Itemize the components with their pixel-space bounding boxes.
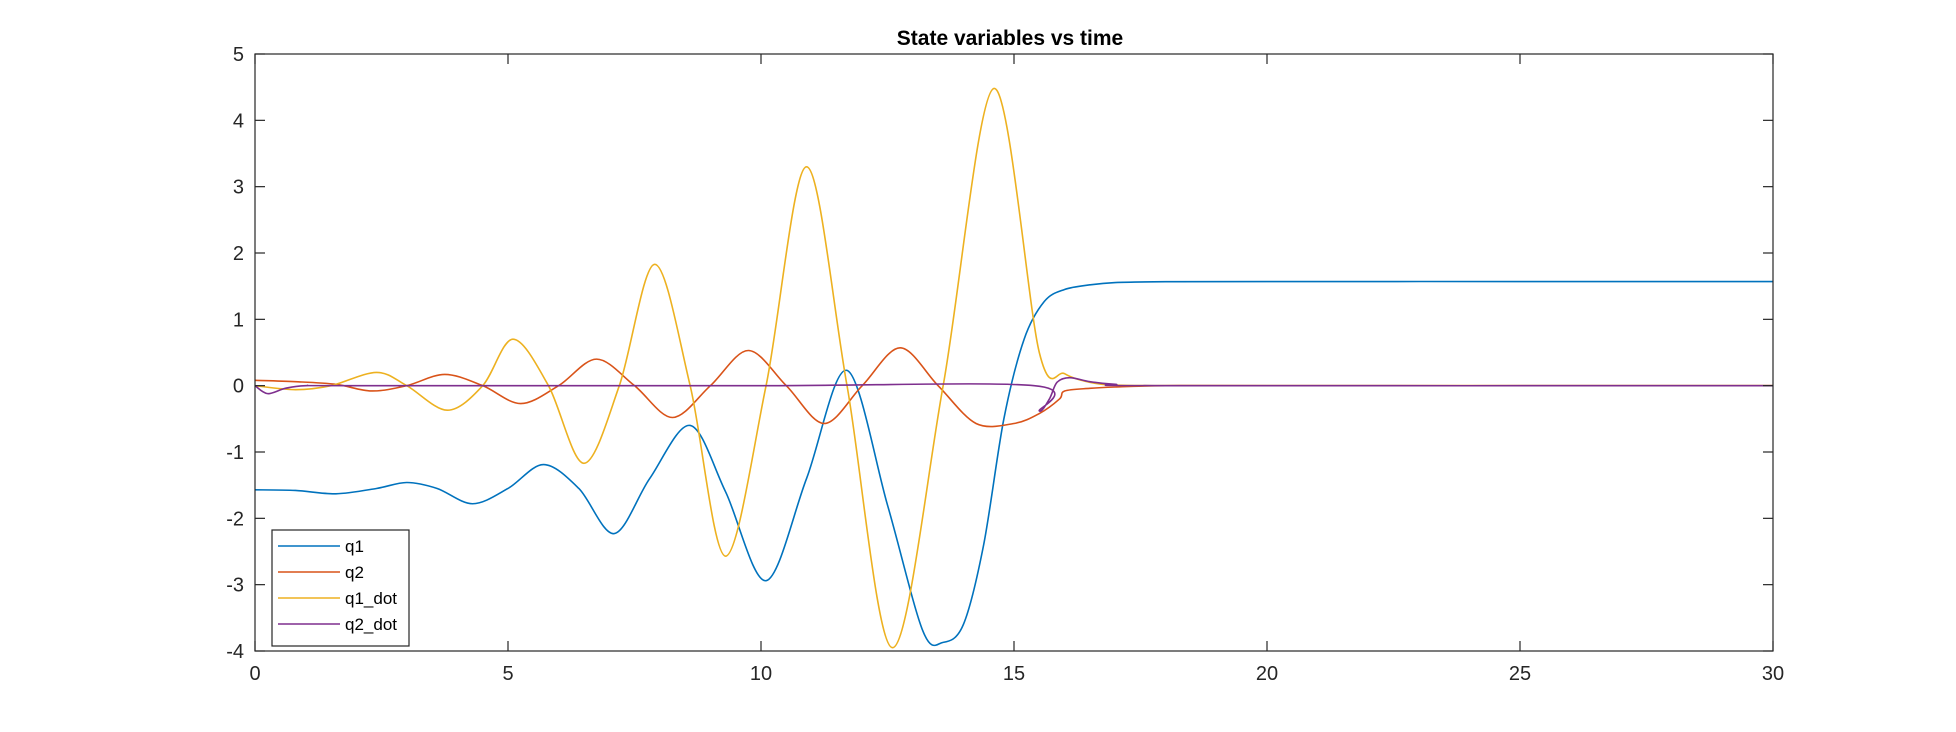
- x-tick-label: 30: [1762, 663, 1784, 685]
- x-tick-label: 5: [502, 663, 513, 685]
- y-tick-label: 4: [233, 110, 244, 132]
- legend: q1 q2 q1_dot q2_dot: [271, 529, 410, 647]
- legend-label-q2-dot: q2_dot: [345, 615, 397, 634]
- series-group: [255, 87, 1773, 649]
- series-line-q1: [255, 280, 1773, 647]
- x-tick-label: 25: [1509, 663, 1531, 685]
- y-tick-label: 5: [233, 44, 244, 66]
- legend-label-q1-dot: q1_dot: [345, 589, 397, 608]
- y-tick-label: -2: [226, 508, 244, 530]
- x-tick-label: 0: [249, 663, 260, 685]
- plot-area: [255, 87, 1773, 649]
- y-tick-label: -1: [226, 442, 244, 464]
- y-tick-label: -3: [226, 575, 244, 597]
- y-tick-label: 0: [233, 376, 244, 398]
- x-tick-label: 20: [1256, 663, 1278, 685]
- legend-label-q1: q1: [345, 537, 364, 556]
- series-line-q2: [255, 347, 1773, 428]
- y-tick-label: 1: [233, 309, 244, 331]
- x-tick-label: 15: [1003, 663, 1025, 685]
- legend-box: [271, 529, 410, 647]
- y-tick-label: -4: [226, 641, 244, 663]
- y-tick-label: 3: [233, 177, 244, 199]
- series-line-q2-dot: [255, 376, 1773, 412]
- axes: 0 5 10 15 20 25 30 -4 -3 -2 -1 0 1 2 3 4 5: [226, 44, 1784, 685]
- y-tick-label: 2: [233, 243, 244, 265]
- legend-label-q2: q2: [345, 563, 364, 582]
- x-tick-label: 10: [750, 663, 772, 685]
- chart-title: State variables vs time: [897, 27, 1123, 50]
